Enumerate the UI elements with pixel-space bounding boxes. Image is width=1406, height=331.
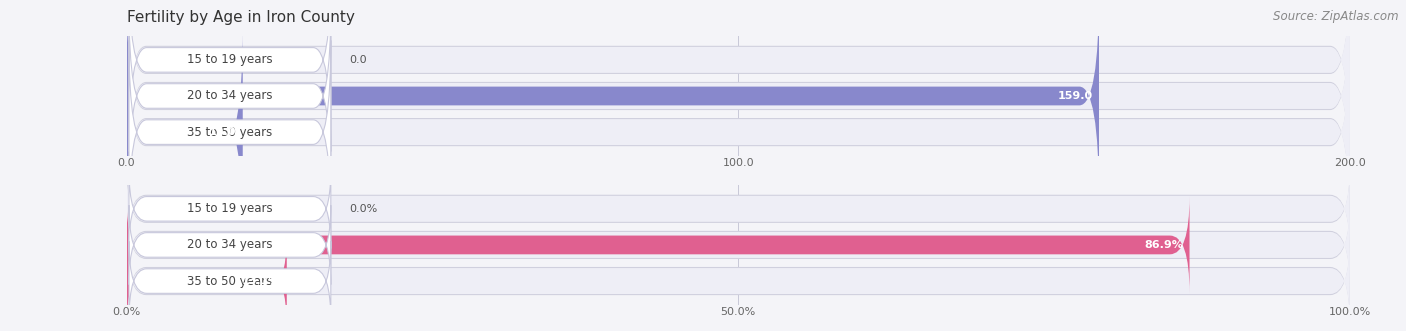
Text: Source: ZipAtlas.com: Source: ZipAtlas.com — [1274, 10, 1399, 23]
Text: 20 to 34 years: 20 to 34 years — [187, 238, 273, 252]
FancyBboxPatch shape — [127, 0, 1350, 161]
Text: 35 to 50 years: 35 to 50 years — [187, 125, 273, 139]
FancyBboxPatch shape — [127, 197, 1189, 293]
FancyBboxPatch shape — [129, 241, 330, 321]
FancyBboxPatch shape — [127, 200, 1350, 290]
FancyBboxPatch shape — [129, 205, 330, 285]
FancyBboxPatch shape — [127, 29, 1350, 235]
Text: 13.1%: 13.1% — [242, 276, 281, 286]
Text: 20 to 34 years: 20 to 34 years — [187, 89, 273, 103]
FancyBboxPatch shape — [127, 31, 1350, 234]
Text: 86.9%: 86.9% — [1144, 240, 1184, 250]
FancyBboxPatch shape — [127, 0, 1350, 199]
FancyBboxPatch shape — [129, 169, 330, 249]
FancyBboxPatch shape — [127, 0, 1350, 198]
FancyBboxPatch shape — [129, 40, 330, 224]
FancyBboxPatch shape — [127, 26, 243, 238]
FancyBboxPatch shape — [127, 165, 1350, 253]
Text: 35 to 50 years: 35 to 50 years — [187, 274, 273, 288]
FancyBboxPatch shape — [127, 164, 1350, 254]
FancyBboxPatch shape — [127, 0, 1099, 202]
FancyBboxPatch shape — [129, 0, 330, 152]
Text: Fertility by Age in Iron County: Fertility by Age in Iron County — [127, 10, 354, 25]
Text: 159.0: 159.0 — [1057, 91, 1092, 101]
Text: 19.0: 19.0 — [209, 127, 236, 137]
Text: 0.0%: 0.0% — [349, 204, 377, 214]
FancyBboxPatch shape — [127, 201, 1350, 289]
Text: 15 to 19 years: 15 to 19 years — [187, 202, 273, 215]
FancyBboxPatch shape — [127, 233, 287, 329]
FancyBboxPatch shape — [127, 237, 1350, 325]
FancyBboxPatch shape — [127, 236, 1350, 326]
Text: 0.0: 0.0 — [349, 55, 367, 65]
FancyBboxPatch shape — [129, 4, 330, 188]
Text: 15 to 19 years: 15 to 19 years — [187, 53, 273, 67]
FancyBboxPatch shape — [127, 0, 1350, 163]
